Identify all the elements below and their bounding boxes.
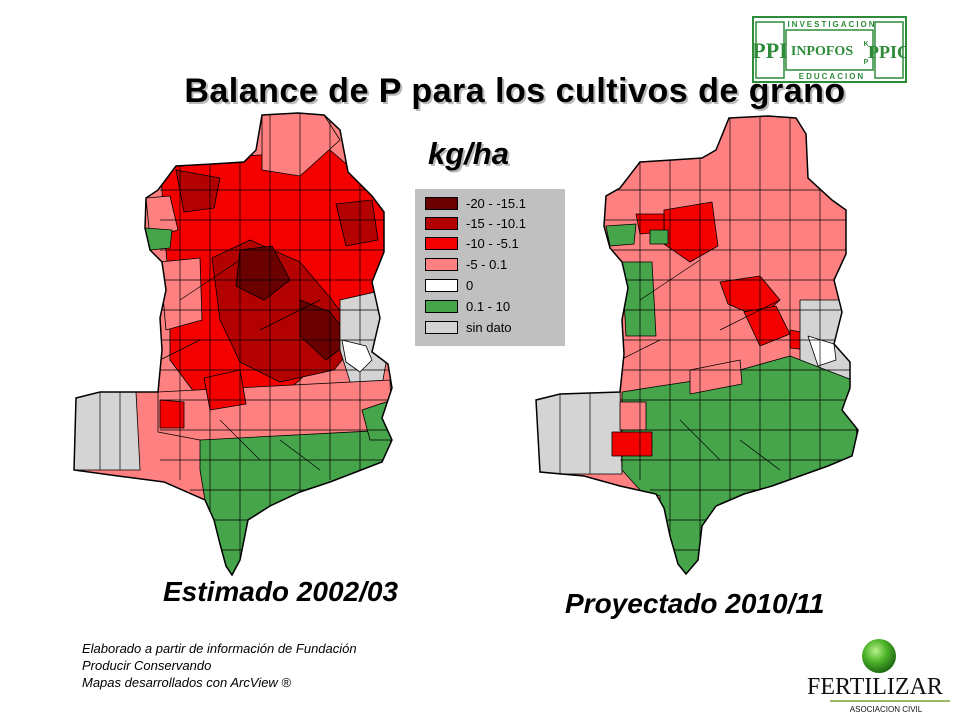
legend-label: -15 - -10.1 [466,215,526,231]
legend-label: 0 [466,277,474,293]
unit-label: kg/ha [428,136,509,171]
logo-center-text: INPOFOS [791,44,853,59]
caption-estimado: Estimado 2002/03 [163,576,399,607]
green-sphere-icon [862,639,896,673]
svg-text:P: P [864,59,869,66]
legend-swatch [425,216,458,230]
legend-label: sin dato [466,319,512,335]
ppi-mark: PPI [752,38,787,63]
legend-label: -20 - -15.1 [466,195,526,211]
legend-swatch [425,257,458,271]
credits: Elaborado a partir de información de Fun… [82,640,357,691]
caption-proyectado: Proyectado 2010/11 [565,588,825,619]
legend-item: 0.1 - 10 [425,298,511,314]
credits-line: Elaborado a partir de información de Fun… [82,641,357,656]
slide-title: Balance de P para los cultivos de grano [184,72,846,110]
legend-swatch [425,320,458,334]
legend-item: -20 - -15.1 [425,195,526,211]
legend-item: -10 - -5.1 [425,235,519,251]
svg-text:K: K [863,41,868,48]
inpofos-logo: PPI PPIC INVESTIGACION INPOFOS K P EDUCA… [752,16,907,83]
legend-item: 0 [425,277,474,293]
legend-label: -5 - 0.1 [466,256,508,272]
legend-label: 0.1 - 10 [466,298,511,314]
ppic-mark: PPIC [868,42,907,62]
legend: -20 - -15.1 -15 - -10.1 -10 - -5.1 -5 - … [415,189,565,346]
legend-swatch [425,196,458,210]
legend-label: -10 - -5.1 [466,235,519,251]
fertilizar-name: FERTILIZAR [807,674,943,700]
legend-item: -5 - 0.1 [425,256,508,272]
legend-swatch [425,236,458,250]
legend-swatch [425,299,458,313]
legend-item: sin dato [425,319,512,335]
credits-line: Mapas desarrollados con ArcView ® [82,675,292,690]
logo-top-text: INVESTIGACION [787,20,876,29]
credits-line: Producir Conservando [82,658,212,673]
fertilizar-logo: FERTILIZAR ASOCIACION CIVIL [807,639,950,714]
logo-bottom-text: EDUCACION [799,72,865,81]
legend-item: -15 - -10.1 [425,215,526,231]
legend-swatch [425,278,458,292]
fertilizar-sub: ASOCIACION CIVIL [850,705,923,714]
